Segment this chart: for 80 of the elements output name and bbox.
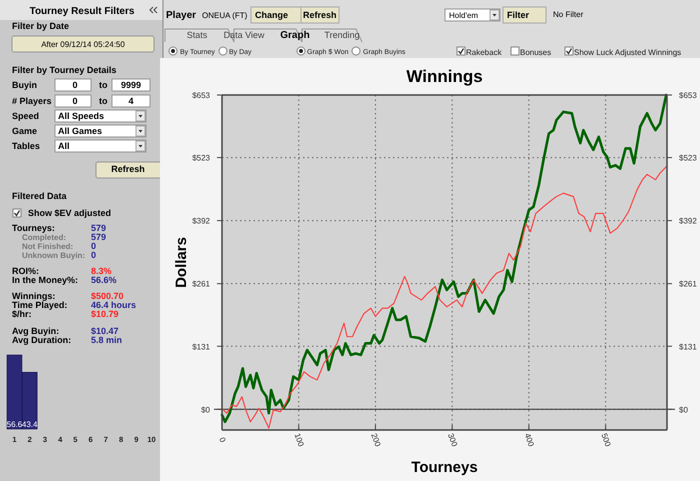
text: 579 — [91, 223, 106, 233]
y-axis-title: Dollars — [173, 237, 190, 288]
y-tick-label: $653 — [192, 91, 211, 100]
text: 4 — [128, 96, 134, 106]
data-label: 43.4 — [22, 420, 38, 429]
x-tick-label: 400 — [522, 432, 536, 448]
y2-tick-label: $392 — [679, 216, 698, 226]
text: $/hr: — [12, 309, 32, 319]
text: Tourney Result Filters — [30, 6, 135, 17]
x-tick-label: 300 — [446, 432, 460, 448]
x-axis-title: Tourneys — [411, 459, 478, 476]
y-tick-label: $0 — [201, 405, 211, 414]
text: In the Money%: — [12, 275, 78, 285]
text: Winnings: — [12, 291, 56, 301]
text: Tables — [12, 141, 40, 151]
x-tick-label: 0 — [217, 436, 228, 444]
data-label: 56.6 — [6, 420, 23, 429]
y-tick-label: $261 — [192, 280, 211, 289]
text: to — [99, 96, 108, 106]
y2-tick-label: $523 — [679, 154, 698, 163]
text: Show $EV adjusted — [28, 208, 112, 218]
text: Player — [166, 10, 196, 21]
text: 56.6% — [91, 275, 117, 285]
text: 5.8 min — [91, 335, 122, 345]
text: All — [58, 141, 70, 151]
text: Show Luck Adjusted Winnings — [574, 48, 682, 57]
text: Hold'em — [449, 11, 478, 20]
x-tick-label: 200 — [369, 432, 383, 448]
x-tick-label: 100 — [292, 432, 306, 448]
text: Tourneys: — [12, 223, 55, 233]
text: Buyin — [12, 80, 38, 90]
y2-tick-label: $261 — [679, 280, 698, 289]
text: Game — [12, 126, 38, 136]
text: Time Played: — [12, 300, 68, 310]
text: ROI%: — [12, 266, 40, 276]
text: 46.4 hours — [91, 300, 136, 310]
text: Refresh — [303, 10, 337, 20]
text: 0 — [91, 250, 96, 260]
y2-tick-label: $0 — [679, 405, 688, 414]
text: Filter by Tourney Details — [12, 65, 116, 75]
text: 0 — [72, 96, 78, 106]
text: Avg Duration: — [12, 335, 72, 345]
text: Filtered Data — [12, 191, 68, 201]
text: Trending — [324, 30, 360, 40]
x-tick-label: 500 — [599, 432, 613, 448]
text: 0 — [72, 80, 78, 90]
y-tick-label: $523 — [192, 154, 211, 163]
y-tick-label: $131 — [192, 342, 211, 352]
text: Refresh — [111, 164, 145, 174]
text: Filter by Date — [12, 21, 70, 31]
text: Filter — [507, 10, 530, 20]
text: Rakeback — [466, 48, 503, 57]
text: Change — [255, 10, 288, 20]
text: Stats — [186, 30, 208, 40]
text: Avg Buyin: — [12, 326, 60, 336]
text: 579 — [91, 232, 106, 242]
y2-tick-label: $653 — [679, 91, 698, 100]
text: Completed: — [22, 233, 66, 242]
text: to — [99, 80, 108, 90]
text: Bonuses — [520, 48, 552, 57]
text: Speed — [12, 111, 40, 121]
text: $10.47 — [91, 326, 119, 336]
text: Graph — [280, 30, 310, 41]
text: # Players — [12, 96, 52, 106]
text: Data View — [224, 30, 265, 40]
text: All Speeds — [58, 111, 104, 121]
text: All Games — [58, 126, 102, 136]
text: Not Finished: — [22, 242, 74, 251]
text: Unknown Buyin: — [22, 251, 86, 260]
text: $10.79 — [91, 309, 119, 319]
text: 8.3% — [91, 266, 112, 276]
chart-title: Winnings — [406, 67, 483, 86]
y-tick-label: $392 — [192, 216, 211, 226]
text: No Filter — [553, 10, 584, 19]
y2-tick-label: $131 — [679, 342, 698, 352]
text: 0 — [91, 241, 96, 251]
text: ONEUA (FT) — [202, 11, 248, 20]
text: 9999 — [120, 80, 142, 90]
text: After 09/12/14 05:24:50 — [41, 40, 126, 49]
text: $500.70 — [91, 291, 124, 301]
